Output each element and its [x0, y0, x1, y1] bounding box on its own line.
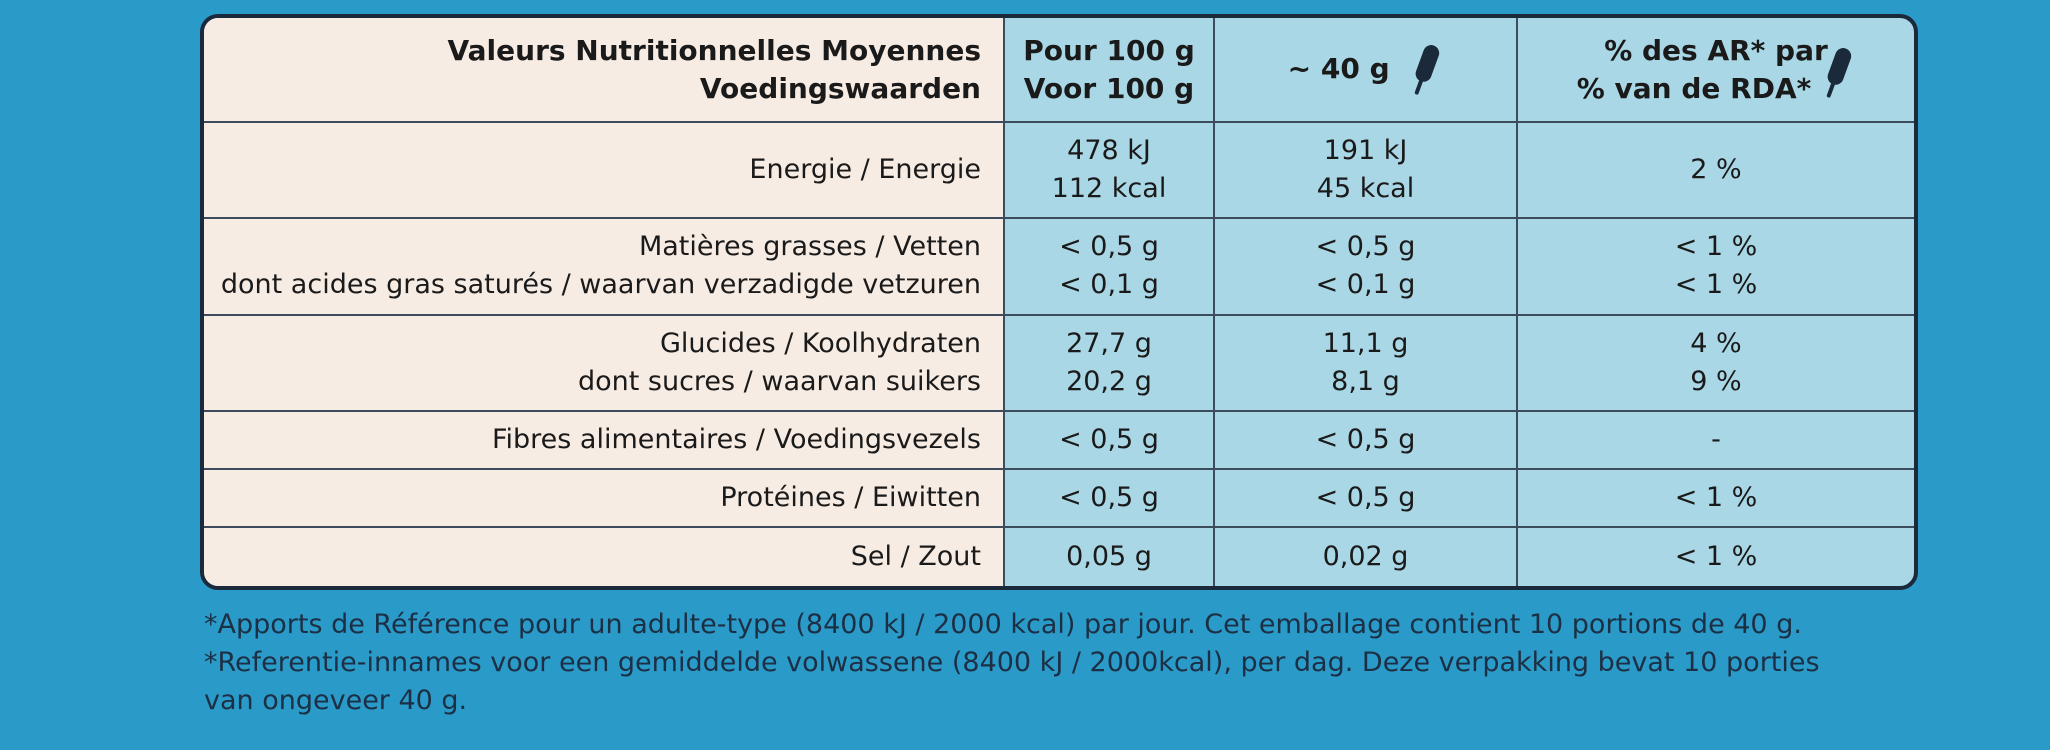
table-row-carbohydrates: Glucides / Koolhydraten dont sucres / waa…	[204, 313, 1914, 412]
ice-cream-bar-icon	[1415, 44, 1440, 95]
label-cell: Protéines / Eiwitten	[204, 468, 1005, 529]
table-row-protein: Protéines / Eiwitten < 0,5 g < 0,5 g < 1…	[204, 468, 1914, 529]
header-per100-cell: Pour 100 g Voor 100 g	[1003, 18, 1215, 124]
per100-cell: < 0,5 g	[1003, 468, 1215, 529]
ri-cell: 2 %	[1516, 121, 1914, 220]
portion-cell: 191 kJ 45 kcal	[1213, 121, 1518, 220]
header-ri-nl: % van de RDA*	[1532, 47, 1900, 108]
ri-cell: 4 % 9 %	[1516, 313, 1914, 412]
table-row-fat: Matières grasses / Vetten dont acides gra…	[204, 217, 1914, 316]
per100-cell: < 0,5 g	[1003, 409, 1215, 471]
footnote: *Apports de Référence pour un adulte-typ…	[204, 606, 1964, 720]
table-row-fibre: Fibres alimentaires / Voedingsvezels < 0…	[204, 409, 1914, 471]
footnote-line-nl: *Referentie-innames voor een gemiddelde …	[204, 647, 1820, 678]
footnote-line-nl-cont: van ongeveer 40 g.	[204, 685, 468, 716]
per100-cell: 478 kJ 112 kcal	[1003, 121, 1215, 220]
table-row-salt: Sel / Zout 0,05 g 0,02 g < 1 %	[204, 526, 1914, 586]
header-per100-fr: Pour 100 g	[1023, 33, 1195, 67]
per100-cell: < 0,5 g < 0,1 g	[1003, 217, 1215, 316]
ri-cell: < 1 % < 1 %	[1516, 217, 1914, 316]
portion-cell: < 0,5 g < 0,1 g	[1213, 217, 1518, 316]
table-row-energy: Energie / Energie 478 kJ 112 kcal 191 kJ 4…	[204, 121, 1914, 220]
portion-cell: < 0,5 g	[1213, 409, 1518, 471]
footnote-line-fr: *Apports de Référence pour un adulte-typ…	[204, 609, 1802, 640]
label-cell: Fibres alimentaires / Voedingsvezels	[204, 409, 1005, 471]
nutrition-table: Valeurs Nutritionnelles Moyennes Voeding…	[200, 14, 1918, 590]
header-row: Valeurs Nutritionnelles Moyennes Voeding…	[204, 18, 1914, 124]
header-per100-nl: Voor 100 g	[1023, 71, 1195, 105]
portion-cell: < 0,5 g	[1213, 468, 1518, 529]
label-cell: Sel / Zout	[204, 526, 1005, 586]
label-cell: Matières grasses / Vetten dont acides gra…	[204, 217, 1005, 316]
header-ri-fr: % des AR* par	[1604, 33, 1828, 67]
ri-cell: < 1 %	[1516, 526, 1914, 586]
header-portion: ~ 40 g	[1287, 51, 1390, 85]
header-label-fr: Valeurs Nutritionnelles Moyennes	[447, 33, 981, 67]
header-label-nl: Voedingswaarden	[699, 71, 981, 105]
ice-cream-bar-icon	[1827, 47, 1852, 98]
header-label-cell: Valeurs Nutritionnelles Moyennes Voeding…	[204, 18, 1005, 124]
per100-cell: 27,7 g 20,2 g	[1003, 313, 1215, 412]
portion-cell: 0,02 g	[1213, 526, 1518, 586]
header-ri-cell: % des AR* par % van de RDA*	[1516, 18, 1914, 124]
label-cell: Glucides / Koolhydraten dont sucres / waa…	[204, 313, 1005, 412]
per100-cell: 0,05 g	[1003, 526, 1215, 586]
label-cell: Energie / Energie	[204, 121, 1005, 220]
ri-cell: < 1 %	[1516, 468, 1914, 529]
ri-cell: -	[1516, 409, 1914, 471]
header-portion-cell: ~ 40 g	[1213, 18, 1518, 124]
portion-cell: 11,1 g 8,1 g	[1213, 313, 1518, 412]
